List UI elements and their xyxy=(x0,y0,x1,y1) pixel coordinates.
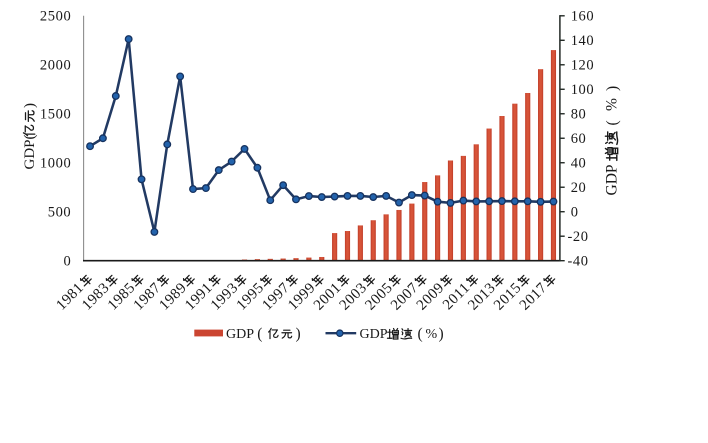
svg-text:140: 140 xyxy=(571,33,595,49)
svg-text:2500: 2500 xyxy=(40,9,71,25)
svg-text:100: 100 xyxy=(571,82,595,98)
svg-text:60: 60 xyxy=(571,131,587,147)
svg-text:(: ( xyxy=(257,325,262,342)
svg-text:0: 0 xyxy=(63,254,71,270)
svg-text:20: 20 xyxy=(571,180,587,196)
svg-text:%: % xyxy=(426,327,438,342)
svg-text:): ) xyxy=(604,86,621,91)
svg-text:-20: -20 xyxy=(568,229,589,245)
svg-text:0: 0 xyxy=(571,205,579,221)
svg-text:2000: 2000 xyxy=(40,58,71,74)
svg-text:40: 40 xyxy=(571,156,587,172)
svg-text:GDP: GDP xyxy=(226,327,254,342)
svg-text:): ) xyxy=(439,325,444,342)
svg-text:500: 500 xyxy=(48,205,72,221)
svg-text:GDP: GDP xyxy=(604,164,621,195)
svg-text:80: 80 xyxy=(571,107,587,123)
svg-text:%: % xyxy=(604,98,621,111)
svg-text:-40: -40 xyxy=(568,254,589,270)
svg-text:1500: 1500 xyxy=(40,107,71,123)
svg-text:160: 160 xyxy=(571,9,595,25)
svg-text:): ) xyxy=(22,103,38,108)
svg-text:1000: 1000 xyxy=(40,156,71,172)
svg-text:GDP: GDP xyxy=(360,327,388,342)
svg-text:): ) xyxy=(296,325,301,342)
svg-text:GDP(: GDP( xyxy=(22,134,38,169)
svg-text:(: ( xyxy=(418,325,423,342)
svg-text:120: 120 xyxy=(571,58,595,74)
svg-text:(: ( xyxy=(604,120,621,125)
